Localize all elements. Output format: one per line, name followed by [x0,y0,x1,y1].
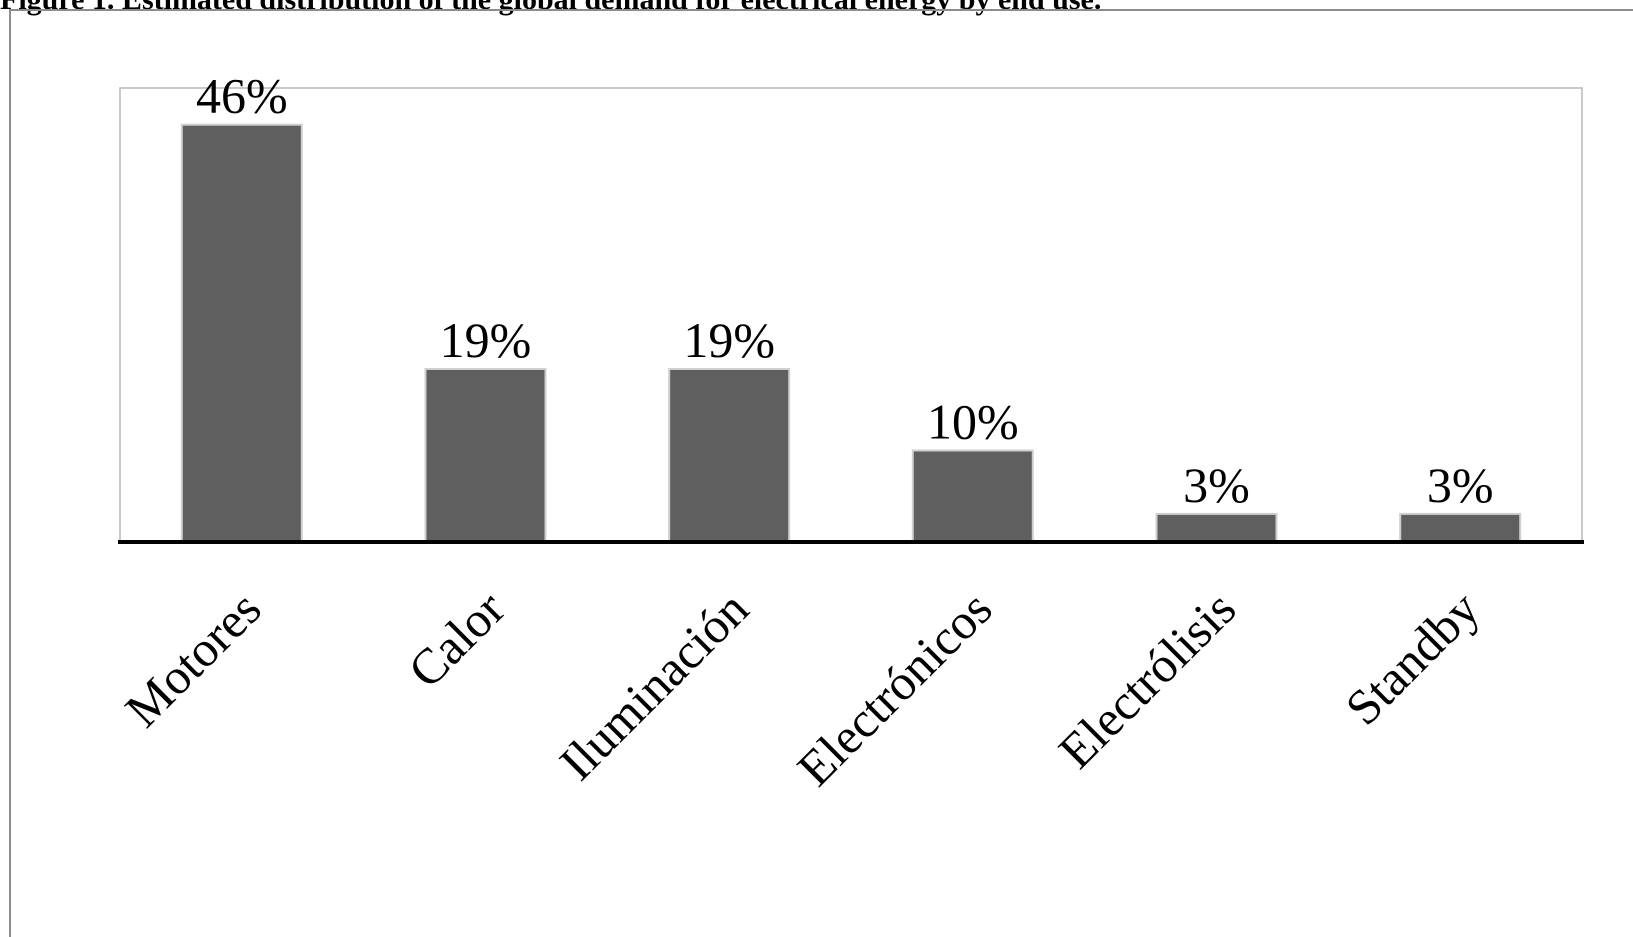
category-label-iluminacion: Iluminación [549,580,759,790]
category-label-electrolisis: Electrólisis [1048,580,1247,779]
bars-group [180,123,1522,543]
value-labels-group: 46% 19% 19% 10% 3% 3% [196,68,1494,513]
bar-electrolisis [1155,512,1278,543]
figure-frame [9,9,1633,937]
category-label-calor: Calor [397,580,515,698]
bar-standby [1399,512,1522,543]
category-label-standby: Standby [1334,580,1489,735]
data-label-motores: 46% [196,68,288,124]
data-label-electrolisis: 3% [1183,457,1250,513]
data-label-electronicos: 10% [927,394,1019,450]
data-label-standby: 3% [1427,457,1494,513]
data-label-calor: 19% [440,312,532,368]
bar-calor [424,368,547,542]
category-label-electronicos: Electrónicos [786,580,1002,796]
data-label-iluminacion: 19% [683,312,775,368]
bar-iluminacion [668,368,791,542]
bar-motores [180,123,303,542]
category-labels-group: Motores Calor Iluminación Electrónicos Elect… [114,580,1490,797]
plot-area [119,87,1583,542]
figure-caption: Figure 1. Estimated distribution of the … [0,0,1101,17]
bar-electronicos [911,449,1034,542]
category-label-motores: Motores [114,580,271,737]
